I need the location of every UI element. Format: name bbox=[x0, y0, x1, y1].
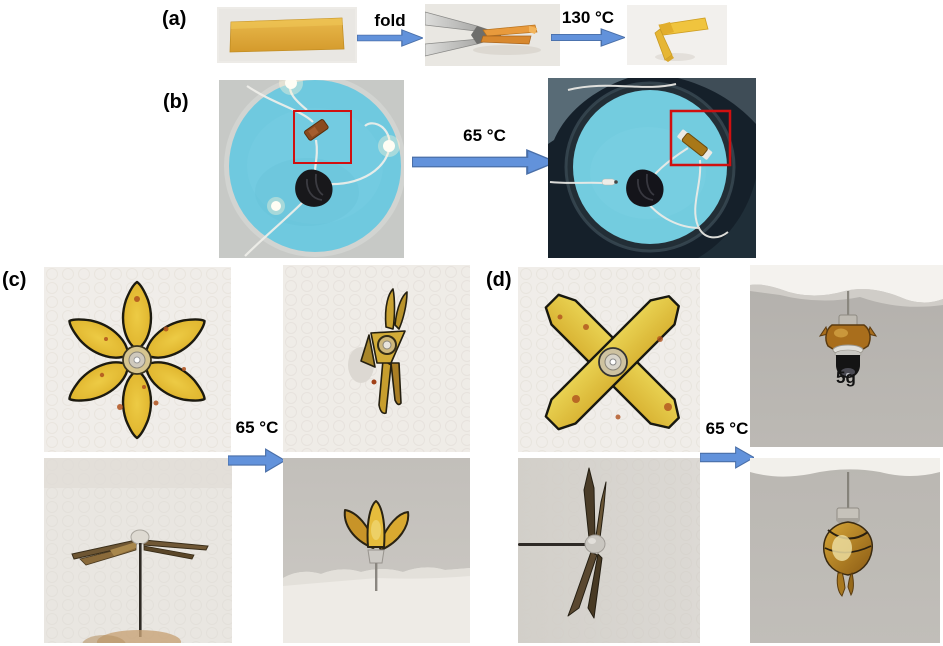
flower-open-top-photo bbox=[44, 267, 231, 452]
gripper-holding-weight-photo: 5g bbox=[750, 265, 943, 447]
panel-a-label: (a) bbox=[162, 8, 187, 30]
flat-petals bbox=[71, 539, 209, 566]
folded-strip-photo bbox=[627, 5, 727, 65]
panel-c-label: (c) bbox=[2, 269, 27, 291]
weight-5g-label: 5g bbox=[836, 368, 856, 387]
temp-65-b-label: 65 °C bbox=[463, 126, 506, 145]
gripper-closed-photo bbox=[750, 458, 940, 643]
temp-130-arrow bbox=[551, 28, 625, 47]
dish-before-heating-photo bbox=[219, 80, 404, 258]
temp-65-c-label: 65 °C bbox=[235, 418, 279, 437]
temp-65-d-arrow bbox=[700, 446, 754, 469]
highlight-box-after bbox=[669, 109, 732, 167]
fold-arrow bbox=[357, 29, 423, 47]
straightened-chip bbox=[677, 129, 713, 160]
closed-pod bbox=[823, 521, 873, 597]
temp-65-d-label: 65 °C bbox=[705, 419, 749, 438]
cross-open-top-photo bbox=[518, 267, 700, 452]
highlight-box-before bbox=[293, 110, 352, 164]
temp-130-arrow-label: 130 °C bbox=[561, 8, 615, 27]
flat-strip-photo bbox=[217, 7, 357, 63]
flower-folded-top-photo bbox=[283, 265, 470, 452]
shape-memory-chip bbox=[304, 119, 329, 141]
flower-bloomed-side-photo bbox=[283, 458, 470, 643]
temp-65-b-arrow bbox=[412, 149, 556, 175]
fold-arrow-label: fold bbox=[374, 11, 406, 30]
tweezers-folding-photo bbox=[425, 4, 560, 66]
panel-d-label: (d) bbox=[486, 269, 512, 291]
gripper-body bbox=[818, 324, 878, 352]
cross-flat-side-photo bbox=[518, 458, 700, 643]
petal-spots bbox=[99, 296, 186, 410]
side-arms bbox=[567, 467, 607, 619]
arm-spots bbox=[557, 314, 672, 420]
flower-flat-side-photo bbox=[44, 458, 232, 643]
dish-after-heating-photo bbox=[548, 78, 756, 258]
panel-b-label: (b) bbox=[163, 91, 189, 113]
light-glints bbox=[267, 80, 400, 215]
temp-65-c-arrow bbox=[228, 448, 285, 473]
